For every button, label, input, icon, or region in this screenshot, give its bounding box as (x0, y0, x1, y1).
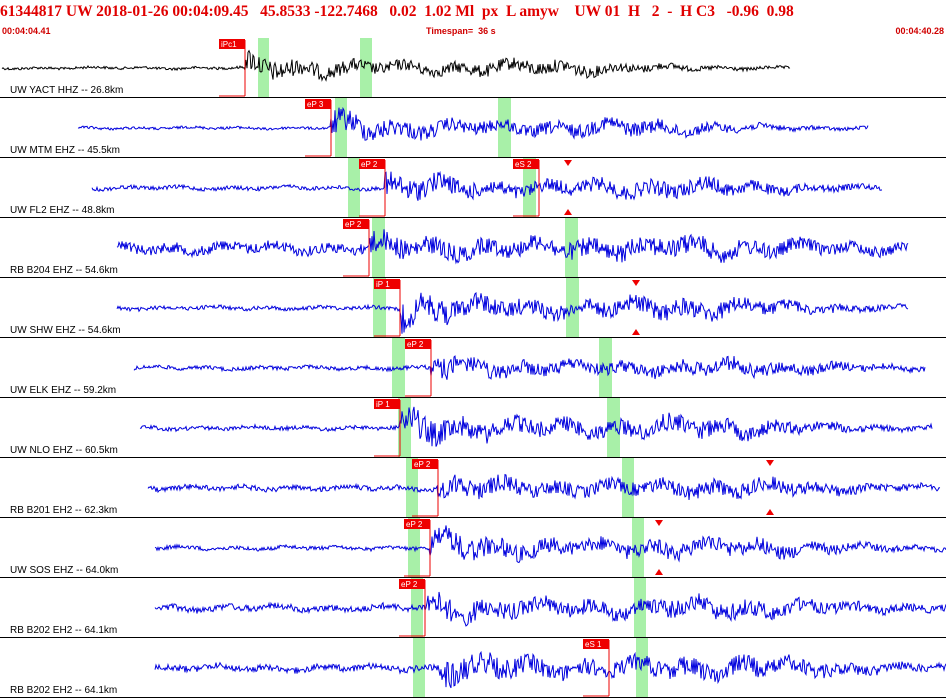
pick-flag (343, 219, 369, 229)
phase-pick[interactable]: eS 1 (583, 639, 610, 697)
pick-window (392, 338, 405, 397)
pick-label: eP 3 (307, 100, 324, 109)
pick-flag (374, 279, 400, 289)
theoretical-arrival-icon (655, 520, 663, 526)
theoretical-arrival-icon (655, 569, 663, 575)
trace-row[interactable]: eP 3 UW MTM EHZ -- 45.5km (0, 98, 946, 158)
station-label: UW YACT HHZ -- 26.8km (10, 85, 123, 96)
theoretical-arrival-icon (632, 280, 640, 286)
station-label: RB B204 EHZ -- 54.6km (10, 265, 118, 276)
waveform-trace (133, 355, 926, 380)
waveform-trace (116, 229, 909, 265)
waveform-trace (147, 473, 941, 501)
trace-row[interactable]: iP 1 UW NLO EHZ -- 60.5km (0, 398, 946, 458)
timespan-label: Timespan= 36 s (426, 26, 496, 36)
station-label: UW SOS EHZ -- 64.0km (10, 565, 118, 576)
waveform-trace (1, 49, 791, 82)
pick-window (632, 518, 644, 577)
waveform-trace (154, 591, 946, 627)
trace-row[interactable]: iP 1 UW SHW EHZ -- 54.6km (0, 278, 946, 338)
station-label: RB B202 EH2 -- 64.1km (10, 685, 117, 696)
trace-row[interactable]: eP 2 UW ELK EHZ -- 59.2km (0, 338, 946, 398)
start-time: 00:04:04.41 (2, 26, 51, 36)
phase-pick[interactable]: eS 2 (513, 159, 540, 217)
pick-window (360, 38, 372, 97)
pick-label: eP 2 (345, 220, 362, 229)
pick-label: eS 2 (515, 160, 532, 169)
waveform-trace (154, 525, 946, 564)
pick-label: eP 2 (407, 340, 424, 349)
pick-window (258, 38, 269, 97)
theoretical-arrival-icon (564, 209, 572, 215)
pick-flag (405, 339, 431, 349)
phase-pick[interactable]: iP 1 (374, 279, 401, 337)
pick-flag (305, 99, 331, 109)
pick-flag (513, 159, 539, 169)
pick-flag (399, 579, 425, 589)
station-label: RB B202 EH2 -- 64.1km (10, 625, 117, 636)
event-title: 61344817 UW 2018-01-26 00:04:09.45 45.85… (0, 3, 794, 20)
station-label: UW SHW EHZ -- 54.6km (10, 325, 121, 336)
pick-flag (359, 159, 385, 169)
pick-window (599, 338, 612, 397)
theoretical-arrival-icon (632, 329, 640, 335)
pick-label: eS 1 (585, 640, 602, 649)
end-time: 00:04:40.28 (895, 26, 944, 36)
pick-flag (404, 519, 430, 529)
pick-label: eP 2 (414, 460, 431, 469)
phase-pick[interactable]: eP 3 (305, 99, 332, 157)
phase-pick[interactable]: eP 2 (343, 219, 370, 277)
waveform-trace (139, 406, 933, 447)
header: 61344817 UW 2018-01-26 00:04:09.45 45.85… (0, 0, 946, 38)
waveform-trace (154, 650, 946, 689)
pick-label: iPc1 (221, 40, 237, 49)
trace-row[interactable]: iPc1 UW YACT HHZ -- 26.8km (0, 38, 946, 98)
theoretical-arrival-icon (766, 509, 774, 515)
waveform-trace (91, 170, 883, 201)
waveform-trace (116, 292, 909, 334)
pick-window (411, 578, 423, 637)
station-label: UW FL2 EHZ -- 48.8km (10, 205, 114, 216)
pick-flag (374, 399, 400, 409)
station-label: UW MTM EHZ -- 45.5km (10, 145, 120, 156)
trace-row[interactable]: eP 2 RB B202 EH2 -- 64.1km (0, 578, 946, 638)
phase-pick[interactable]: iP 1 (374, 399, 401, 457)
pick-flag (219, 39, 245, 49)
pick-label: iP 1 (376, 400, 390, 409)
phase-pick[interactable]: iPc1 (219, 39, 246, 97)
station-label: UW ELK EHZ -- 59.2km (10, 385, 116, 396)
trace-row[interactable]: eP 2 eS 2 UW FL2 EHZ -- 48.8km (0, 158, 946, 218)
station-label: RB B201 EH2 -- 62.3km (10, 505, 117, 516)
pick-window (413, 638, 425, 697)
phase-pick[interactable]: eP 2 (412, 459, 439, 517)
pick-flag (412, 459, 438, 469)
pick-window (622, 458, 634, 517)
phase-pick[interactable]: eP 2 (404, 519, 431, 577)
pick-label: eP 2 (401, 580, 418, 589)
theoretical-arrival-icon (766, 460, 774, 466)
trace-row[interactable]: eP 2 UW SOS EHZ -- 64.0km (0, 518, 946, 578)
phase-pick[interactable]: eP 2 (405, 339, 432, 397)
phase-pick[interactable]: eP 2 (399, 579, 426, 637)
seismogram-panel[interactable]: iPc1 UW YACT HHZ -- 26.8km eP 3 UW MTM EHZ … (0, 38, 946, 700)
phase-pick[interactable]: eP 2 (359, 159, 386, 217)
trace-row[interactable]: eS 1 RB B202 EH2 -- 64.1km (0, 638, 946, 698)
station-label: UW NLO EHZ -- 60.5km (10, 445, 118, 456)
pick-window (607, 398, 620, 457)
pick-window (348, 158, 360, 217)
pick-label: eP 2 (361, 160, 378, 169)
theoretical-arrival-icon (564, 160, 572, 166)
pick-label: eP 2 (406, 520, 423, 529)
trace-row[interactable]: eP 2 RB B201 EH2 -- 62.3km (0, 458, 946, 518)
waveform-trace (77, 106, 869, 141)
pick-flag (583, 639, 609, 649)
trace-row[interactable]: eP 2 RB B204 EHZ -- 54.6km (0, 218, 946, 278)
pick-label: iP 1 (376, 280, 390, 289)
pick-window (636, 638, 648, 697)
